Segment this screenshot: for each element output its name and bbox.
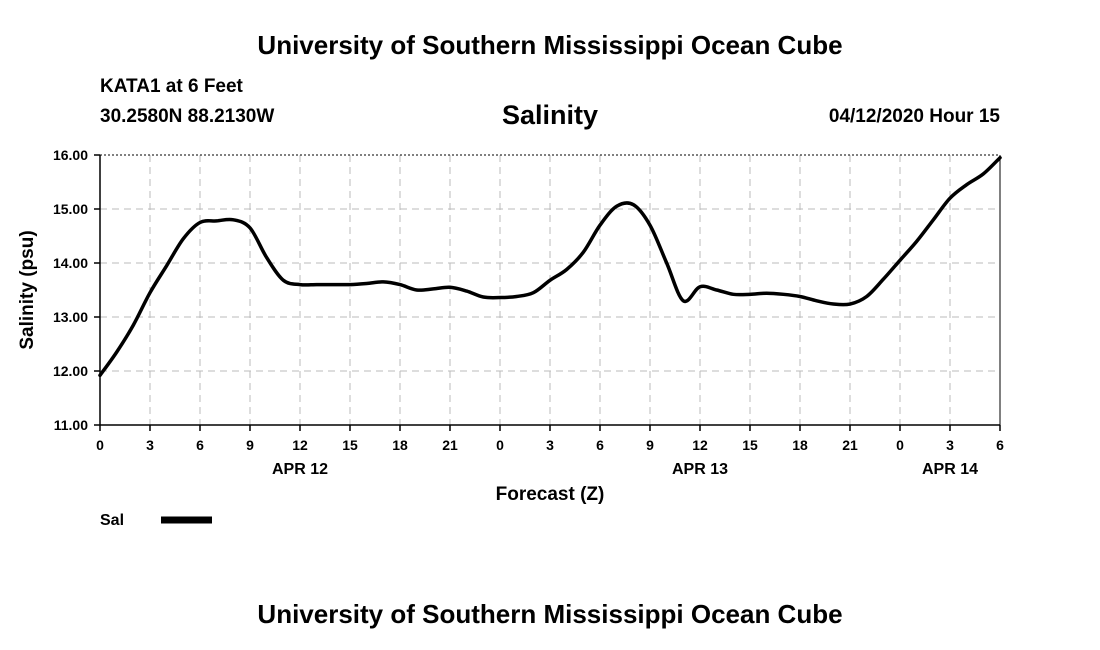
x-tick-label: 3 <box>946 437 954 453</box>
x-tick-label: 9 <box>246 437 254 453</box>
x-tick-label: 0 <box>496 437 504 453</box>
date-labels: APR 12 APR 13 APR 14 <box>272 461 978 478</box>
y-tick-label: 16.00 <box>53 147 88 163</box>
x-axis-ticks: 0 3 6 9 12 15 18 21 0 3 6 9 12 15 18 21 0 3 6 <box>96 425 1004 453</box>
x-tick-label: 6 <box>996 437 1004 453</box>
y-axis-label: Salinity (psu) <box>17 230 38 349</box>
y-tick-label: 14.00 <box>53 255 88 271</box>
x-tick-label: 21 <box>442 437 458 453</box>
grid-lines <box>100 155 1000 425</box>
x-tick-label: 21 <box>842 437 858 453</box>
x-tick-label: 6 <box>596 437 604 453</box>
x-tick-label: 12 <box>692 437 708 453</box>
station-coordinates: 30.2580N 88.2130W <box>100 106 275 127</box>
x-tick-label: 0 <box>896 437 904 453</box>
y-tick-label: 15.00 <box>53 201 88 217</box>
date-label: APR 13 <box>672 461 728 478</box>
date-label: APR 14 <box>922 461 978 478</box>
x-tick-label: 12 <box>292 437 308 453</box>
footer-title: University of Southern Mississippi Ocean… <box>257 599 843 629</box>
y-axis-ticks: 11.00 12.00 13.00 14.00 15.00 16.00 <box>53 147 100 433</box>
x-tick-label: 9 <box>646 437 654 453</box>
x-tick-label: 18 <box>392 437 408 453</box>
x-tick-label: 15 <box>742 437 758 453</box>
chart-title: Salinity <box>501 100 599 130</box>
x-tick-label: 0 <box>96 437 104 453</box>
date-label: APR 12 <box>272 461 328 478</box>
page-title: University of Southern Mississippi Ocean… <box>257 30 843 60</box>
station-label: KATA1 at 6 Feet <box>100 76 243 97</box>
x-tick-label: 3 <box>546 437 554 453</box>
legend-label: Sal <box>100 512 124 529</box>
y-tick-label: 13.00 <box>53 309 88 325</box>
x-tick-label: 18 <box>792 437 808 453</box>
y-tick-label: 12.00 <box>53 363 88 379</box>
y-tick-label: 11.00 <box>54 417 88 433</box>
x-tick-label: 15 <box>342 437 358 453</box>
forecast-date: 04/12/2020 Hour 15 <box>828 106 1000 127</box>
x-axis-label: Forecast (Z) <box>496 484 605 505</box>
x-tick-label: 6 <box>196 437 204 453</box>
x-tick-label: 3 <box>146 437 154 453</box>
series-line-sal <box>98 155 1002 378</box>
